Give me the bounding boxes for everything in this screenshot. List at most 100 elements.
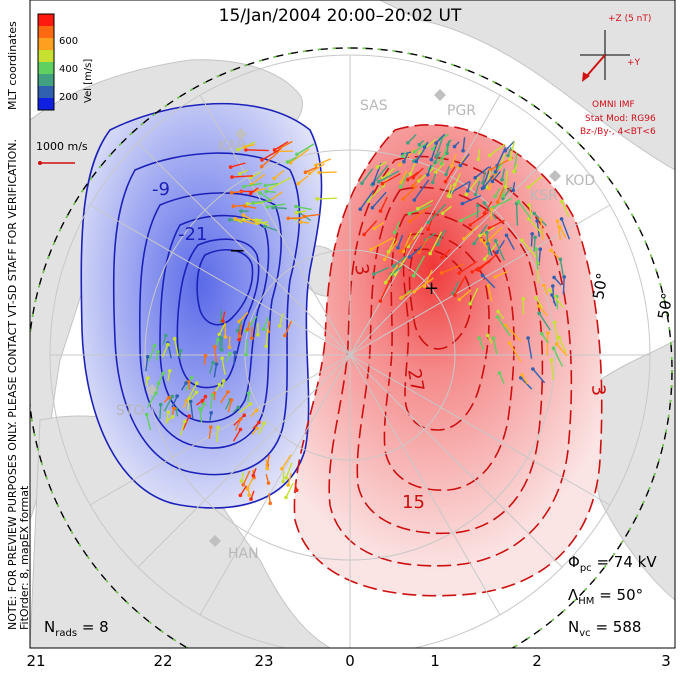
velocity-vector-origin [243,145,247,149]
colorbar-block [38,26,54,39]
mlt-tick-3: 3 [661,652,671,670]
velocity-vector-origin [551,346,556,351]
velocity-vector-origin [458,163,463,168]
velocity-vector [161,344,169,358]
velocity-vector-origin [493,170,498,174]
velocity-vector [379,196,388,212]
velocity-vector-origin [235,328,240,333]
velocity-vector [528,176,543,188]
velocity-vector-origin [187,396,191,401]
velocity-vector [540,219,544,240]
velocity-vector-origin [559,217,564,221]
velocity-vector-origin [246,391,251,396]
contour-label-pos-inner: 27 [403,367,428,393]
velocity-vector-origin [411,273,416,278]
stat-n-rads: Nrads = 8 [44,618,109,639]
velocity-vector-origin [530,232,534,236]
velocity-vector [270,177,291,190]
velocity-vector-origin [486,284,491,288]
velocity-vector-origin [230,175,234,179]
velocity-vector [261,148,280,161]
velocity-vector-origin [537,311,541,316]
velocity-vector-origin [216,425,220,430]
site-marker [209,535,221,547]
velocity-vector [556,343,568,357]
velocity-vector-origin [453,293,457,297]
velocity-vector-origin [431,147,435,151]
velocity-vector-origin [152,343,157,348]
velocity-vector [517,201,532,219]
velocity-vector [458,261,478,274]
velocity-vector [407,134,417,144]
velocity-vector [469,211,489,226]
velocity-vector-origin [397,163,402,167]
velocity-vector-origin [263,183,268,188]
velocity-vector [492,197,512,209]
mlt-grid [49,54,651,648]
velocity-vector-origin [535,219,539,223]
velocity-vector-origin [175,394,179,398]
velocity-vector-origin [203,394,208,399]
velocity-vector-origin [239,479,244,483]
velocity-vector-origin [264,189,269,194]
velocity-vector-origin [198,407,202,411]
velocity-vector-origin [444,172,448,177]
velocity-vector [394,257,407,275]
velocity-vector [297,175,309,185]
plot-frame [29,0,676,649]
velocity-vector-origin [558,257,563,262]
velocity-vector [272,206,288,210]
velocity-vector-origin [439,161,444,166]
velocity-vector-origin [532,211,537,216]
velocity-vector-origin [251,473,256,478]
velocity-vector-origin [459,218,463,223]
velocity-vector-origin [166,410,171,415]
velocity-vector [247,202,264,205]
velocity-vector-origin [417,142,422,147]
velocity-vector-origin [476,203,480,208]
velocity-vector [213,363,218,378]
velocity-vector-origin [449,164,454,168]
velocity-vector-origin [507,341,512,345]
velocity-vector [417,199,434,210]
velocity-vector-origin [258,191,263,195]
velocity-vector-origin [411,184,415,188]
velocity-vector-origin [546,331,550,335]
velocity-vector [527,337,533,359]
velocity-vector [435,133,446,144]
velocity-vector [463,224,479,240]
velocity-vector [238,312,249,322]
velocity-vector-origin [238,493,243,498]
velocity-vector [370,236,394,251]
velocity-vector [505,324,522,342]
velocity-vector-origin [170,415,175,419]
velocity-vector [261,151,279,168]
velocity-vector [440,144,449,164]
velocity-vector-origin [536,304,541,308]
velocity-vector-origin [237,337,241,342]
velocity-vector-origin [405,177,410,182]
velocity-vector-origin [226,390,230,394]
velocity-vector-origin [422,145,427,150]
velocity-vector-origin [217,332,221,337]
velocity-vector-origin [490,179,495,184]
velocity-vector-origin [166,342,170,347]
velocity-vector [559,226,567,238]
velocity-vector [459,153,470,167]
velocity-vector [267,203,286,208]
latitude-label-a: 50° [589,271,611,300]
velocity-vector [561,201,570,217]
velocity-vector [148,345,156,362]
velocity-vector-origin [220,356,224,361]
velocity-vector [442,205,453,214]
velocity-vector [487,285,493,303]
velocity-vector-origin [144,412,149,417]
velocity-vector-origin [261,327,266,332]
velocity-vector [452,281,460,294]
velocity-vector [449,178,459,197]
velocity-vector-origin [228,165,233,169]
velocity-vector-origin [503,185,508,189]
velocity-vector-origin [399,185,403,189]
velocity-vector-origin [402,159,406,164]
velocity-vector [367,187,382,202]
